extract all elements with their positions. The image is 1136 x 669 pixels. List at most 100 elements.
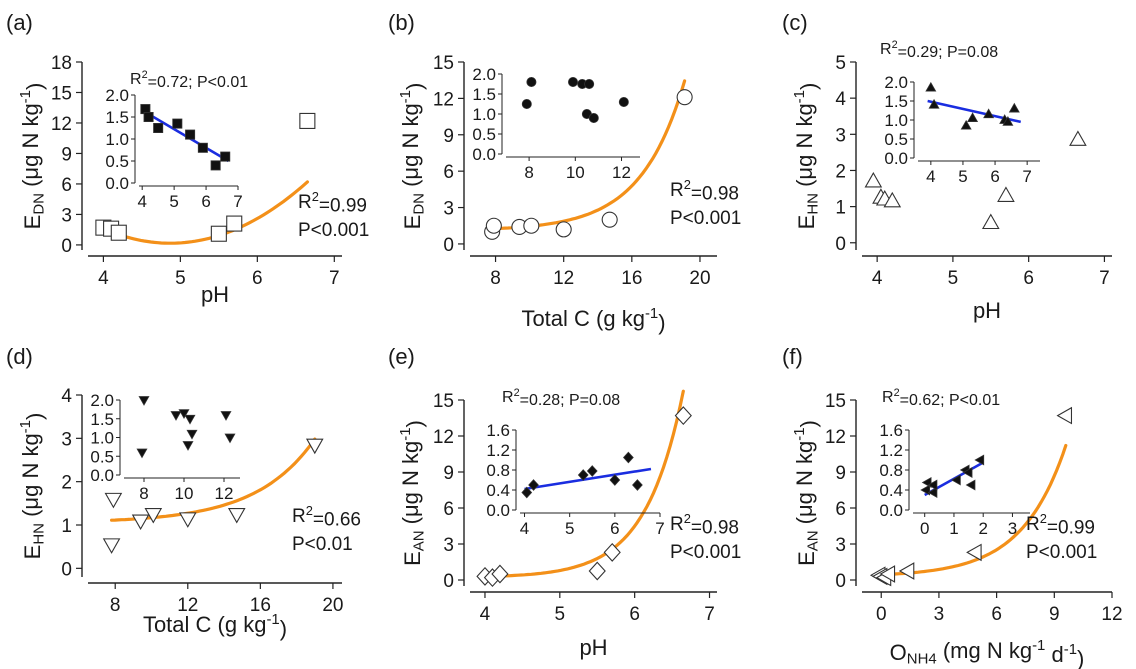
y-tick-label: 0: [61, 236, 72, 257]
y-tick-label: 3: [61, 205, 72, 226]
x-tick-label: 4: [480, 604, 491, 625]
data-point: [102, 538, 121, 554]
inset-plot: R2=0.29; P=0.08 4 5 6 7 0.00.51.01.52.0: [880, 39, 1040, 186]
y-axis-title: EDN (μg N kg-1): [17, 83, 48, 230]
inset-y-tick-label: 1.0: [105, 130, 129, 149]
inset-x-tick-label: 7: [655, 519, 664, 538]
y-tick-label: 3: [443, 199, 454, 220]
inset-data-point: [172, 118, 183, 129]
data-point: [864, 171, 883, 188]
y-tick-label: 3: [61, 429, 72, 450]
y-tick-label: 12: [433, 89, 454, 110]
y-tick-label: 0: [443, 571, 454, 592]
y-tick-label: 3: [443, 535, 454, 556]
x-tick-label: 12: [553, 268, 574, 289]
inset-y-tick-label: 0.0: [90, 466, 114, 485]
inset-data-point: [927, 479, 938, 491]
inset-x-tick-label: 10: [175, 484, 194, 503]
data-point: [966, 543, 982, 562]
fit-curve: [101, 180, 309, 245]
x-tick-label: 5: [175, 268, 186, 289]
y-axis-title: EHN (μg N kg-1): [17, 413, 48, 560]
data-point: [110, 224, 127, 241]
data-point: [226, 215, 243, 232]
x-axis-title: Total C (g kg-1): [143, 611, 287, 641]
panel-b: (b) 8 12 16 20 0 3 6 9 12 15 Total C (g kg-1) EDN (μ…: [388, 10, 741, 335]
x-tick-label: 7: [704, 604, 715, 625]
panel-c: (c) 4 5 6 7 0 1 2 3 4 5 pH EHN (μg N kg-1) R2=0.29; P…: [782, 10, 1112, 323]
x-tick-label: 6: [252, 268, 263, 289]
inset-x-tick-label: 10: [566, 163, 585, 182]
inset-data-point: [210, 160, 221, 171]
y-tick-label: 9: [443, 463, 454, 484]
inset-x-tick-label: 0: [920, 519, 929, 538]
inset-plot: 8 10 12 0.00.51.01.52.0: [472, 65, 640, 182]
data-point: [131, 514, 150, 531]
inset-data-point: [1008, 102, 1020, 113]
x-tick-label: 20: [689, 268, 710, 289]
p-value-label: P<0.001: [298, 220, 369, 241]
inset-y-tick-label: 1.0: [472, 105, 496, 124]
inset-data-point: [136, 448, 148, 459]
inset-x-tick-label: 4: [137, 192, 146, 211]
data-point: [997, 186, 1015, 202]
inset-data-point: [521, 99, 532, 110]
inset-y-tick-label: 2.0: [472, 65, 496, 84]
panel-label: (a): [6, 10, 33, 35]
inset-y-tick-label: 0.4: [879, 481, 903, 500]
data-point: [523, 217, 540, 234]
inset-data-point: [584, 79, 595, 90]
inset-data-point: [965, 479, 976, 491]
data-point: [601, 211, 618, 228]
inset-x-tick-label: 1: [949, 519, 958, 538]
y-tick-label: 12: [51, 114, 72, 135]
inset-y-tick-label: 0.0: [879, 501, 903, 520]
x-tick-label: 5: [555, 604, 566, 625]
y-tick-label: 4: [835, 89, 846, 110]
x-axis-title: pH: [579, 635, 607, 660]
y-tick-label: 6: [443, 499, 454, 520]
y-tick-label: 1: [61, 516, 72, 537]
inset-data-point: [920, 484, 931, 496]
inset-x-tick-label: 6: [990, 167, 999, 186]
inset-data-point: [178, 409, 190, 419]
inset-data-point: [224, 433, 236, 444]
x-tick-label: 0: [876, 604, 887, 625]
inset-y-tick-label: 0.5: [884, 130, 908, 149]
inset-x-tick-label: 6: [201, 192, 210, 211]
inset-x-tick-label: 8: [524, 163, 533, 182]
y-tick-label: 12: [433, 427, 454, 448]
inset-data-point: [182, 441, 194, 451]
inset-fit-line: [524, 467, 652, 491]
inset-stat-label: R2=0.72; P<0.01: [130, 69, 248, 91]
panel-label: (f): [782, 344, 803, 369]
inset-y-tick-label: 0.5: [472, 125, 496, 144]
x-tick-label: 12: [1101, 604, 1122, 625]
inset-y-tick-label: 2.0: [884, 73, 908, 92]
x-tick-label: 4: [872, 268, 883, 289]
inset-data-point: [220, 411, 232, 421]
y-tick-label: 9: [443, 126, 454, 147]
y-tick-label: 6: [443, 162, 454, 183]
inset-x-tick-label: 3: [1008, 519, 1017, 538]
x-tick-label: 12: [177, 595, 198, 616]
data-point: [898, 562, 915, 580]
inset-y-tick-label: 2.0: [90, 391, 114, 410]
r-squared-label: R2=0.98: [670, 511, 739, 538]
panel-e: (e) 4 5 6 7 0 3 6 9 12 15 pH EAN (μg N kg-1) R2=0.98 P…: [388, 344, 741, 660]
inset-y-tick-label: 0.0: [884, 149, 908, 168]
x-tick-label: 8: [110, 595, 121, 616]
inset-x-tick-label: 8: [139, 484, 148, 503]
inset-data-point: [143, 112, 154, 123]
y-tick-label: 12: [825, 427, 846, 448]
inset-x-tick-label: 5: [169, 192, 178, 211]
y-tick-label: 15: [51, 83, 72, 104]
inset-stat-label: R2=0.62; P<0.01: [882, 387, 1000, 409]
inset-data-point: [960, 119, 972, 130]
inset-data-point: [220, 151, 231, 162]
data-point: [1069, 130, 1087, 146]
x-tick-label: 6: [991, 604, 1002, 625]
inset-y-tick-label: 0.0: [486, 501, 510, 520]
